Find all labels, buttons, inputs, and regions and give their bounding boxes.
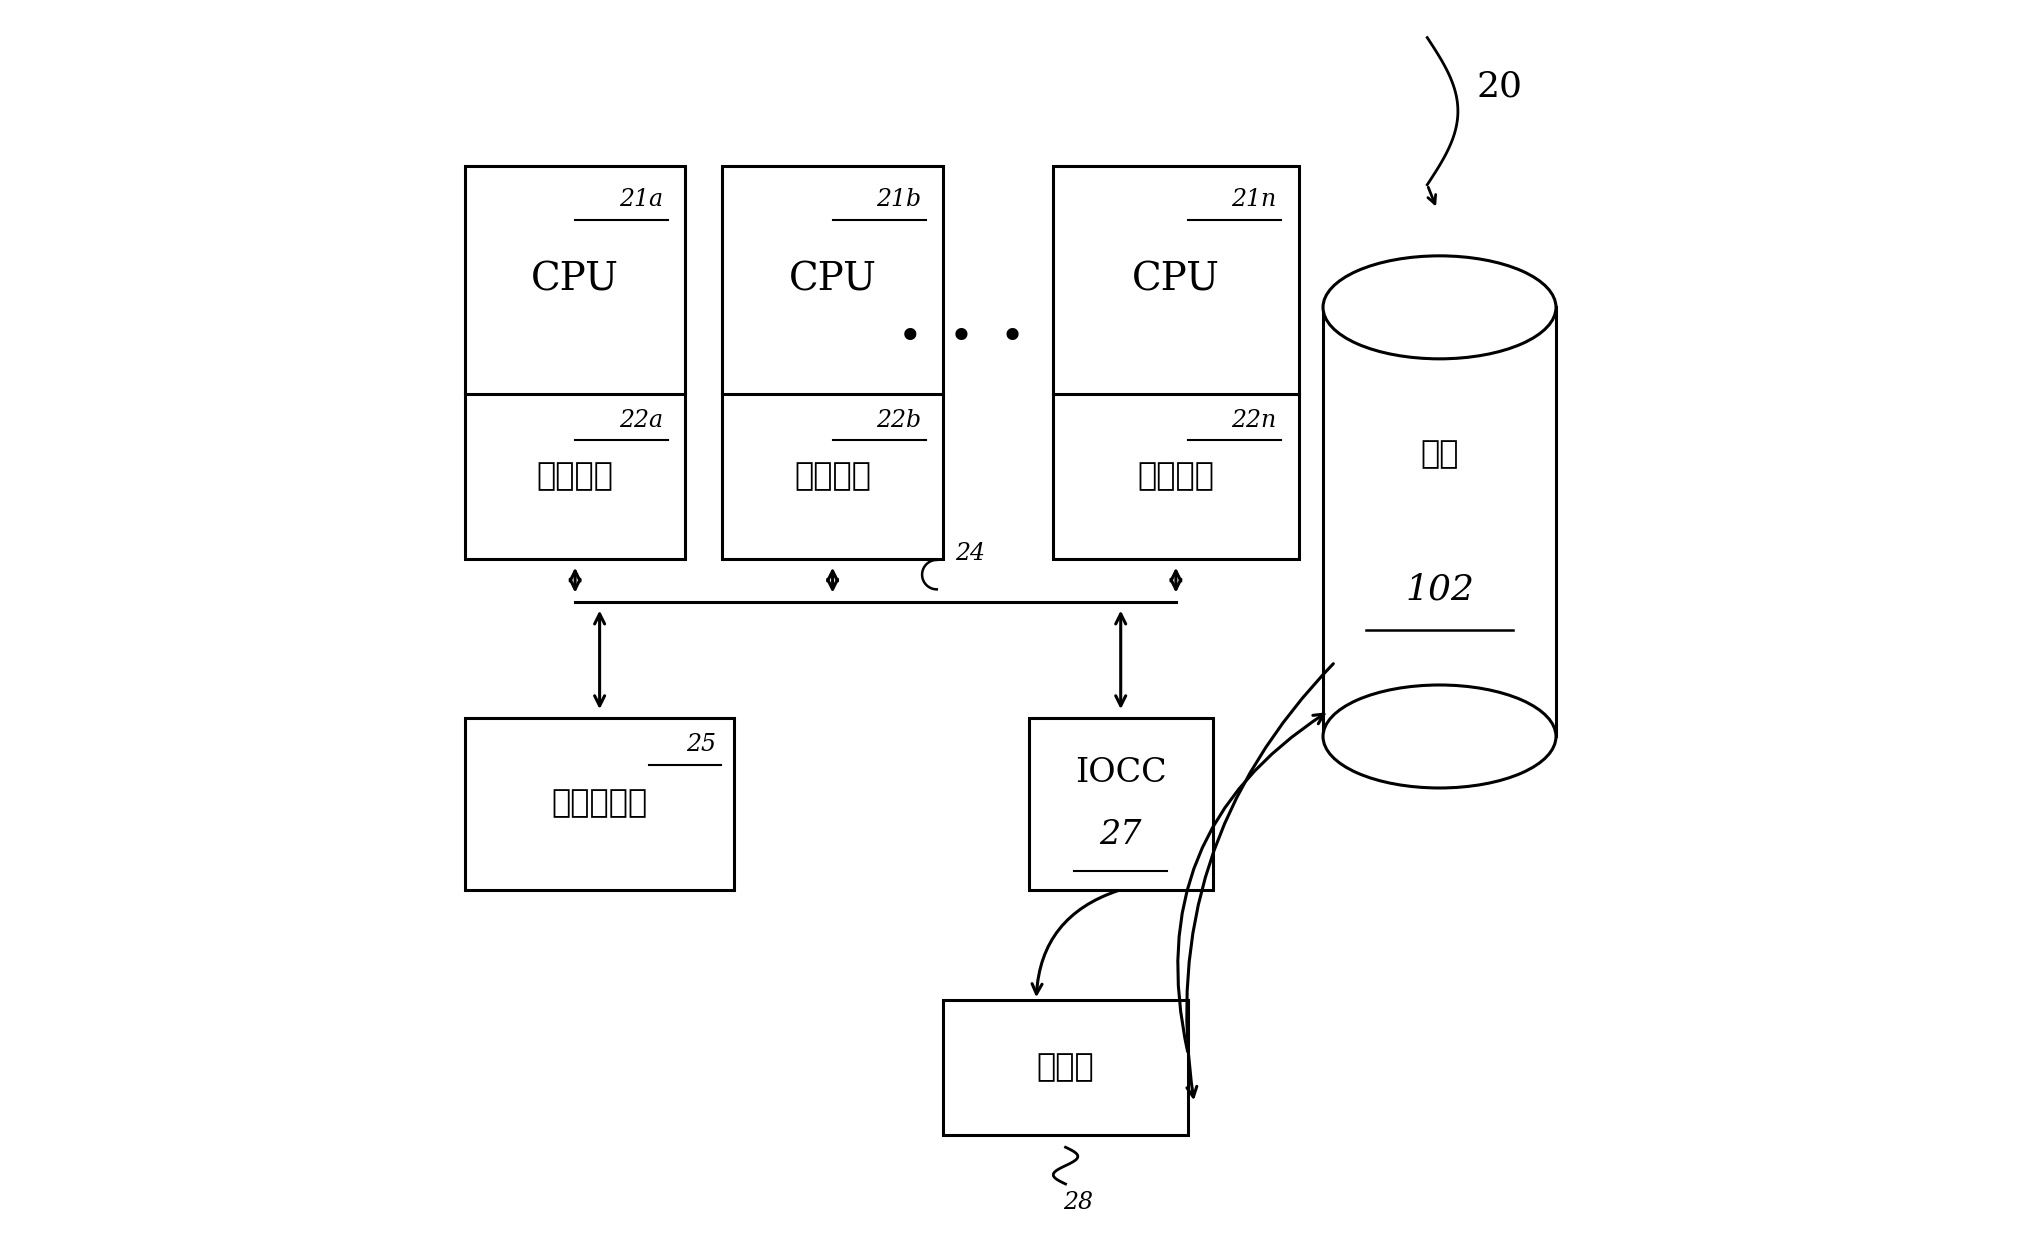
FancyBboxPatch shape: [1028, 718, 1211, 890]
Text: 21n: 21n: [1231, 188, 1276, 211]
Ellipse shape: [1323, 255, 1554, 358]
Text: 21a: 21a: [620, 188, 662, 211]
Ellipse shape: [1323, 684, 1554, 787]
FancyBboxPatch shape: [721, 166, 943, 559]
Text: 存储控制器: 存储控制器: [551, 789, 648, 820]
Text: 硬盘: 硬盘: [1420, 439, 1459, 470]
Text: 22n: 22n: [1231, 409, 1276, 432]
Text: 22b: 22b: [876, 409, 920, 432]
Text: CPU: CPU: [1132, 262, 1219, 299]
Text: 28: 28: [1063, 1190, 1093, 1214]
Text: 102: 102: [1404, 573, 1473, 606]
Text: 高速缓存: 高速缓存: [536, 461, 614, 492]
Text: 24: 24: [955, 542, 986, 565]
Text: 25: 25: [685, 733, 715, 756]
FancyBboxPatch shape: [1323, 308, 1554, 737]
Text: 27: 27: [1099, 818, 1142, 851]
Text: CPU: CPU: [788, 262, 876, 299]
Text: •  •  •: • • •: [898, 317, 1024, 360]
FancyBboxPatch shape: [943, 1001, 1187, 1135]
Text: 20: 20: [1475, 69, 1522, 104]
Text: 高速缓存: 高速缓存: [795, 461, 870, 492]
Text: 22a: 22a: [620, 409, 662, 432]
Text: 21b: 21b: [876, 188, 920, 211]
Text: 高速缓存: 高速缓存: [1136, 461, 1213, 492]
FancyBboxPatch shape: [465, 166, 685, 559]
FancyBboxPatch shape: [1053, 166, 1298, 559]
Text: CPU: CPU: [530, 262, 620, 299]
FancyBboxPatch shape: [465, 718, 734, 890]
Text: IOCC: IOCC: [1075, 758, 1166, 790]
Text: 适配器: 适配器: [1036, 1052, 1093, 1083]
